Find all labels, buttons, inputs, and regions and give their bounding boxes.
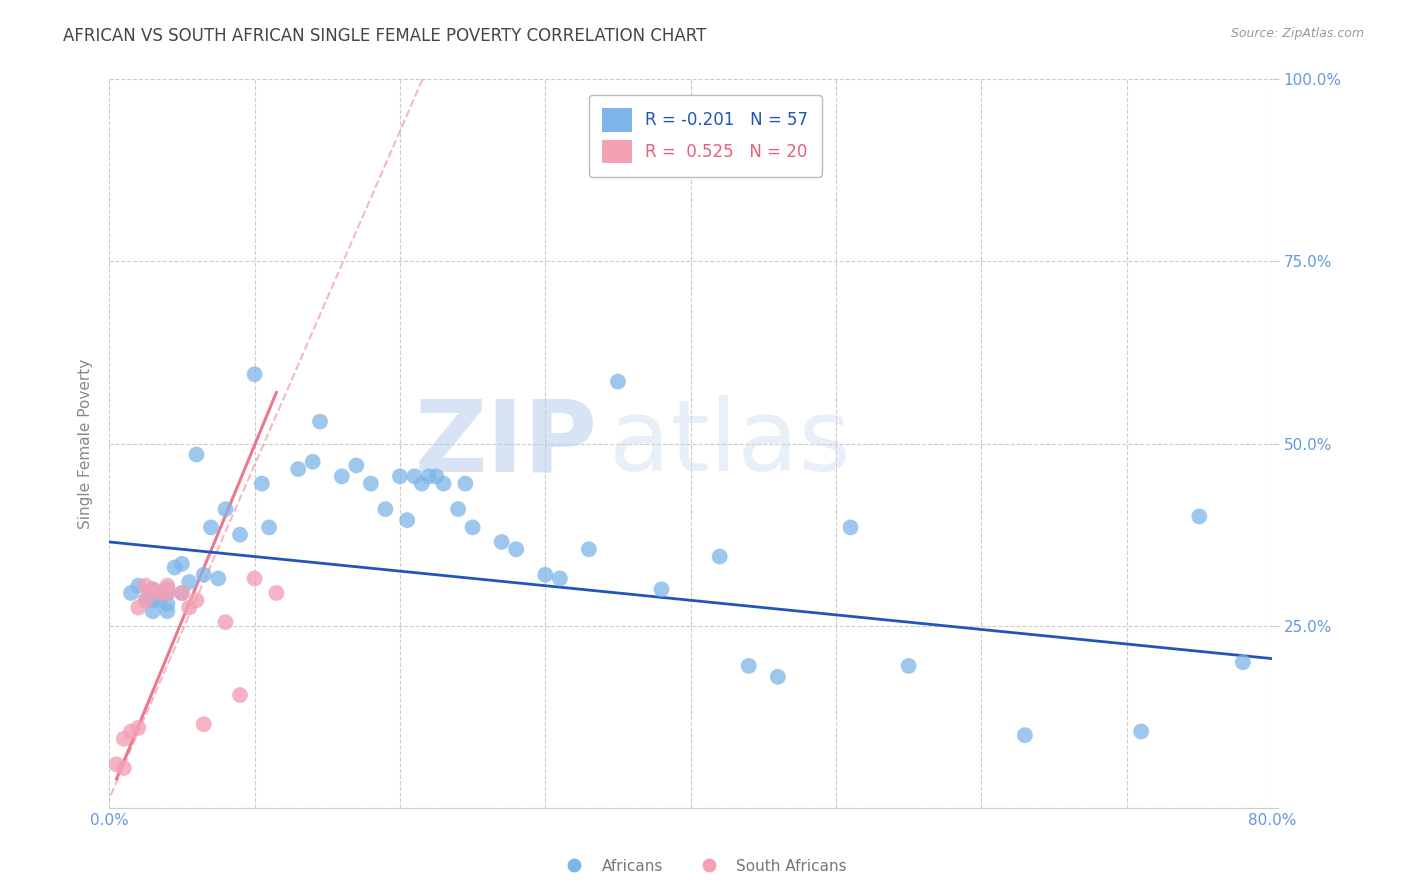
Point [388, 469, 411, 483]
Point [214, 502, 236, 516]
Point [229, 688, 252, 702]
Point [396, 513, 419, 527]
Text: ZIP: ZIP [415, 395, 598, 492]
Point [135, 593, 157, 607]
Point [200, 520, 222, 534]
Point [229, 527, 252, 541]
Point [897, 659, 920, 673]
Point [142, 582, 165, 597]
Point [156, 586, 179, 600]
Point [214, 615, 236, 629]
Point [142, 593, 165, 607]
Point [156, 582, 179, 597]
Point [135, 593, 157, 607]
Point [766, 670, 789, 684]
Point [207, 571, 229, 585]
Point [186, 593, 208, 607]
Point [170, 586, 193, 600]
Point [127, 721, 149, 735]
Point [179, 600, 201, 615]
Point [578, 542, 600, 557]
Point [257, 520, 280, 534]
Legend: R = -0.201   N = 57, R =  0.525   N = 20: R = -0.201 N = 57, R = 0.525 N = 20 [589, 95, 823, 177]
Point [170, 557, 193, 571]
Point [411, 476, 433, 491]
Point [156, 597, 179, 611]
Point [186, 447, 208, 461]
Point [193, 717, 215, 731]
Point [243, 571, 266, 585]
Point [120, 586, 142, 600]
Point [309, 415, 332, 429]
Point [418, 469, 440, 483]
Point [548, 571, 571, 585]
Legend: Africans, South Africans: Africans, South Africans [553, 853, 853, 880]
Point [287, 462, 309, 476]
Text: Source: ZipAtlas.com: Source: ZipAtlas.com [1230, 27, 1364, 40]
Point [149, 586, 172, 600]
Point [404, 469, 426, 483]
Point [1014, 728, 1036, 742]
Point [127, 579, 149, 593]
Point [651, 582, 673, 597]
Point [193, 567, 215, 582]
Text: AFRICAN VS SOUTH AFRICAN SINGLE FEMALE POVERTY CORRELATION CHART: AFRICAN VS SOUTH AFRICAN SINGLE FEMALE P… [63, 27, 707, 45]
Point [163, 560, 186, 574]
Point [142, 604, 165, 618]
Point [170, 586, 193, 600]
Point [250, 476, 273, 491]
Point [738, 659, 761, 673]
Point [330, 469, 353, 483]
Point [1130, 724, 1153, 739]
Point [120, 724, 142, 739]
Point [301, 455, 323, 469]
Point [505, 542, 527, 557]
Point [454, 476, 477, 491]
Point [149, 593, 172, 607]
Point [425, 469, 447, 483]
Point [491, 535, 513, 549]
Y-axis label: Single Female Poverty: Single Female Poverty [79, 359, 93, 529]
Point [243, 368, 266, 382]
Point [156, 604, 179, 618]
Point [447, 502, 470, 516]
Point [112, 761, 135, 775]
Point [135, 579, 157, 593]
Point [374, 502, 396, 516]
Point [1232, 655, 1254, 669]
Point [1188, 509, 1211, 524]
Point [127, 600, 149, 615]
Point [156, 586, 179, 600]
Point [432, 476, 454, 491]
Text: atlas: atlas [609, 395, 851, 492]
Point [105, 757, 128, 772]
Point [360, 476, 382, 491]
Point [461, 520, 484, 534]
Point [534, 567, 557, 582]
Point [344, 458, 367, 473]
Point [709, 549, 731, 564]
Point [839, 520, 862, 534]
Point [112, 731, 135, 746]
Point [179, 575, 201, 590]
Point [266, 586, 288, 600]
Point [156, 579, 179, 593]
Point [142, 582, 165, 597]
Point [607, 375, 630, 389]
